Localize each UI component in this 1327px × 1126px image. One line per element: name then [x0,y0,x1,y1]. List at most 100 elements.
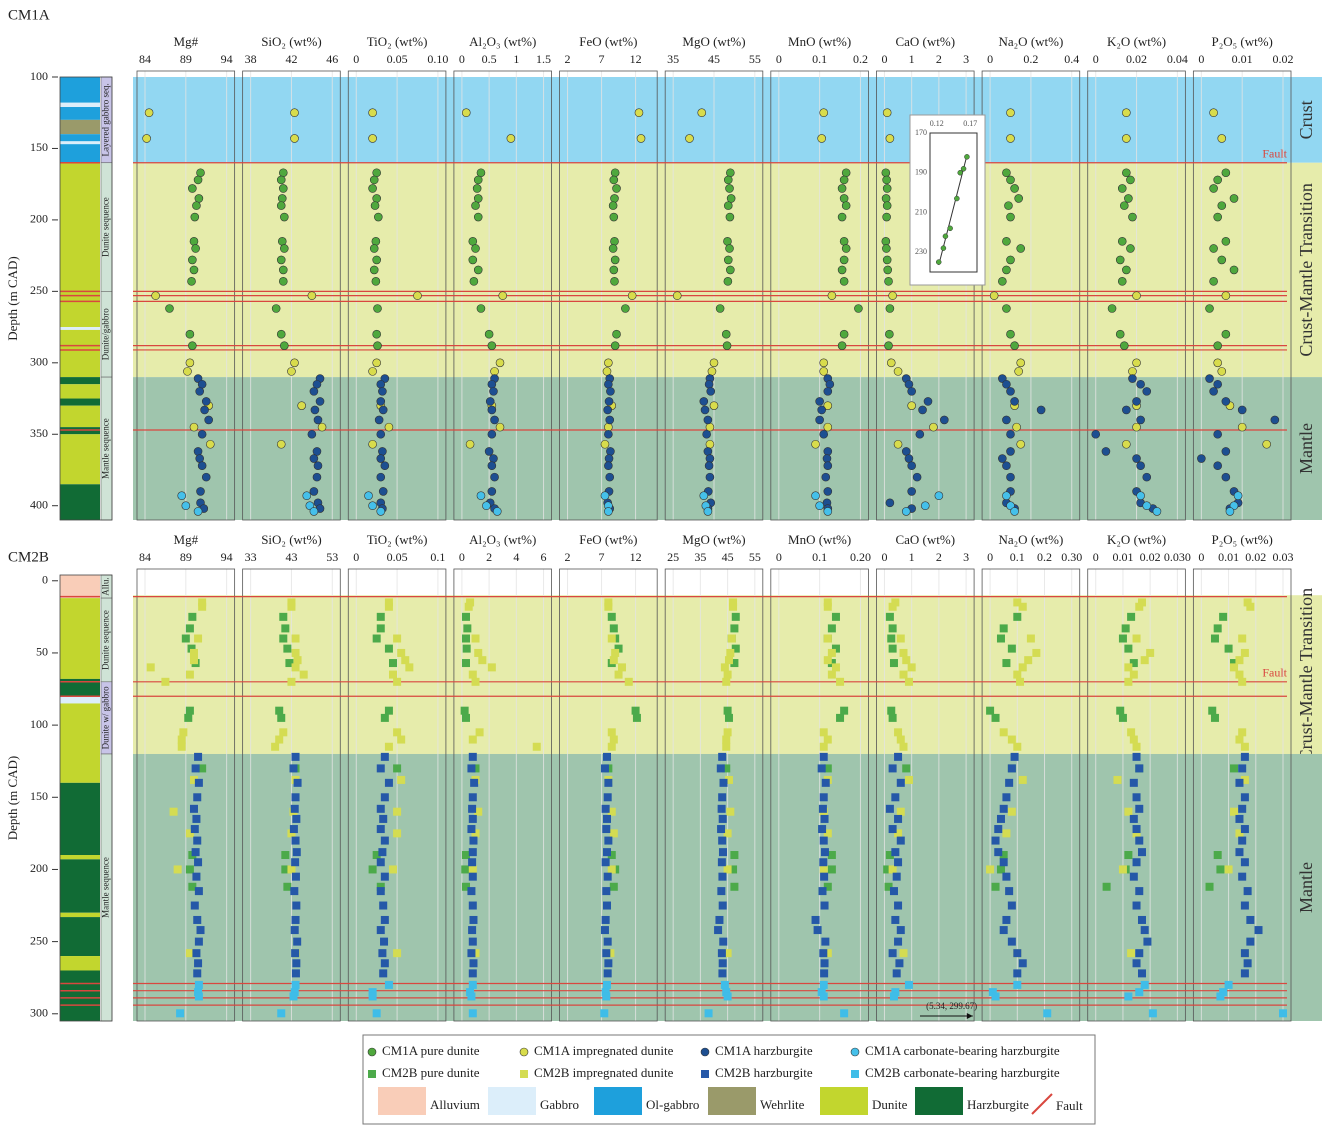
data-point [826,380,834,388]
data-point [611,169,619,177]
data-point [393,635,401,643]
data-point [1002,380,1010,388]
data-point [1133,397,1141,405]
panel-header: CaO (wt%) [895,532,955,547]
data-point [1008,645,1016,653]
data-point [193,969,201,977]
x-tick-label: 4 [513,550,519,564]
data-point [469,837,477,845]
data-point [1143,387,1151,395]
data-point [1013,949,1021,957]
data-point [812,916,820,924]
data-point [195,992,203,1000]
data-point [1013,613,1021,621]
data-point [472,202,480,210]
data-point [194,176,202,184]
data-point [1143,502,1151,510]
data-point [824,447,832,455]
data-point [1008,938,1016,946]
data-point [821,902,829,910]
lithology-interval [60,913,100,917]
data-point [894,938,902,946]
data-point [313,447,321,455]
data-point [385,603,393,611]
sequence-label: Mantle sequence [101,857,111,918]
data-point [818,887,826,895]
data-point [905,776,913,784]
data-point [726,184,734,192]
x-tick-label: 7 [599,52,605,66]
data-point [604,507,612,515]
fault-label: Fault [1262,666,1287,680]
data-point [724,277,732,285]
data-point [491,367,499,375]
data-point [1238,764,1246,772]
data-point [186,624,194,632]
data-point [1124,663,1132,671]
x-tick-label: 2 [936,52,942,66]
data-point [202,473,210,481]
data-point [1238,805,1246,813]
data-point [1238,728,1246,736]
data-point [828,865,836,873]
data-point [469,969,477,977]
data-point [604,423,612,431]
lithology-interval [60,696,100,703]
data-point [467,887,475,895]
sequence-label: Layered gabbro seq. [101,83,111,156]
data-point [1271,416,1279,424]
data-point [463,624,471,632]
data-point [1119,714,1127,722]
data-point [908,402,916,410]
lithology-interval [60,434,100,484]
data-point [393,678,401,686]
data-point [1116,707,1124,715]
data-point [1137,380,1145,388]
data-point [1126,244,1134,252]
data-point [1241,753,1249,761]
x-tick-label: 89 [180,550,192,564]
data-point [1143,473,1151,481]
panel-header: TiO₂ (wt%) [367,532,428,547]
data-point [1007,430,1015,438]
data-point [469,916,477,924]
inset-y-tick-label: 210 [915,207,927,216]
data-point [313,380,321,388]
data-point [369,109,377,117]
data-point [840,256,848,264]
data-point [605,397,613,405]
data-point [727,194,735,202]
data-point [609,244,617,252]
data-point [279,169,287,177]
x-tick-label: 0 [881,52,887,66]
data-point [882,194,890,202]
data-point [986,707,994,715]
data-point [823,455,831,463]
y-tick-label: 200 [30,212,48,226]
data-point [719,902,727,910]
data-point [1246,916,1254,924]
x-tick-label: 12 [630,550,642,564]
legend-swatch [820,1087,868,1115]
data-point [279,635,287,643]
legend-label: CM2B pure dunite [382,1065,480,1080]
data-point [812,440,820,448]
data-point [1230,266,1238,274]
lithology-interval [60,384,100,398]
legend-label: Gabbro [540,1097,579,1112]
data-point [205,416,213,424]
lithology-interval [60,575,100,598]
data-point [1208,707,1216,715]
data-point [397,736,405,744]
data-point [714,926,722,934]
data-point [308,292,316,300]
data-point [277,256,285,264]
data-point [824,656,832,664]
x-tick-label: 1.5 [536,52,551,66]
data-point [414,292,422,300]
data-point [1116,256,1124,264]
data-point [377,455,385,463]
data-point [1133,858,1141,866]
data-point [467,825,475,833]
data-point [840,707,848,715]
